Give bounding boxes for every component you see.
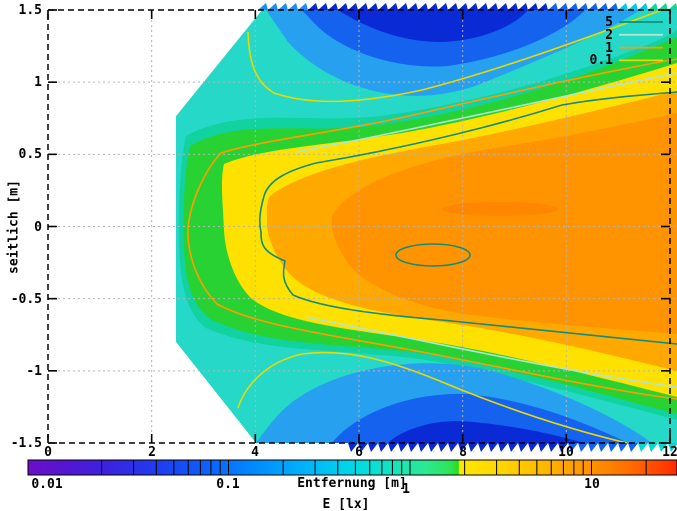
y-tick-label: 0.5 [18,147,42,162]
sawtooth-top [258,3,677,10]
gridlines [48,10,677,443]
y-tick-label: 1 [34,75,42,90]
x-tick-label: 8 [459,445,467,460]
x-tick-label: 12 [662,445,677,460]
colorbar-ticks [101,460,647,475]
legend-label: 1 [605,40,613,56]
x-tick-label: 2 [148,445,156,460]
colorbar [28,460,677,475]
band-midblue-bottom [332,393,628,443]
x-tick-label: 10 [558,445,574,460]
band-darkorange-core [331,113,677,334]
axis-ticks [47,9,671,444]
legend-label: 0.1 [589,53,613,69]
y-tick-label: -1.5 [10,436,42,451]
colorbar-tick-label: 0.01 [31,477,63,492]
surface-bands [176,10,677,443]
x-axis-title: Entfernung [m] [297,476,407,491]
y-tick-label: -1 [26,364,42,379]
x-tick-label: 6 [355,445,363,460]
y-tick-label: 1.5 [18,3,42,18]
band-darkblue-top [338,10,528,42]
contour-lines [187,10,677,443]
legend-label: 2 [605,27,613,43]
sawtooth-bottom [348,443,677,452]
colorbar-tick-label: 0.1 [216,477,240,492]
colorbar-tick-label: 10 [584,477,600,492]
y-tick-label: 0 [34,220,42,235]
legend-lines [619,21,663,62]
x-tick-label: 0 [44,445,52,460]
band-darkblue-bottom [388,421,584,443]
legend-label: 5 [605,15,613,30]
x-tick-label: 4 [251,445,259,460]
colorbar-tick-label: 1 [402,482,410,497]
y-tick-label: -0.5 [10,292,42,307]
colorbar-title: E [lx] [322,497,370,511]
